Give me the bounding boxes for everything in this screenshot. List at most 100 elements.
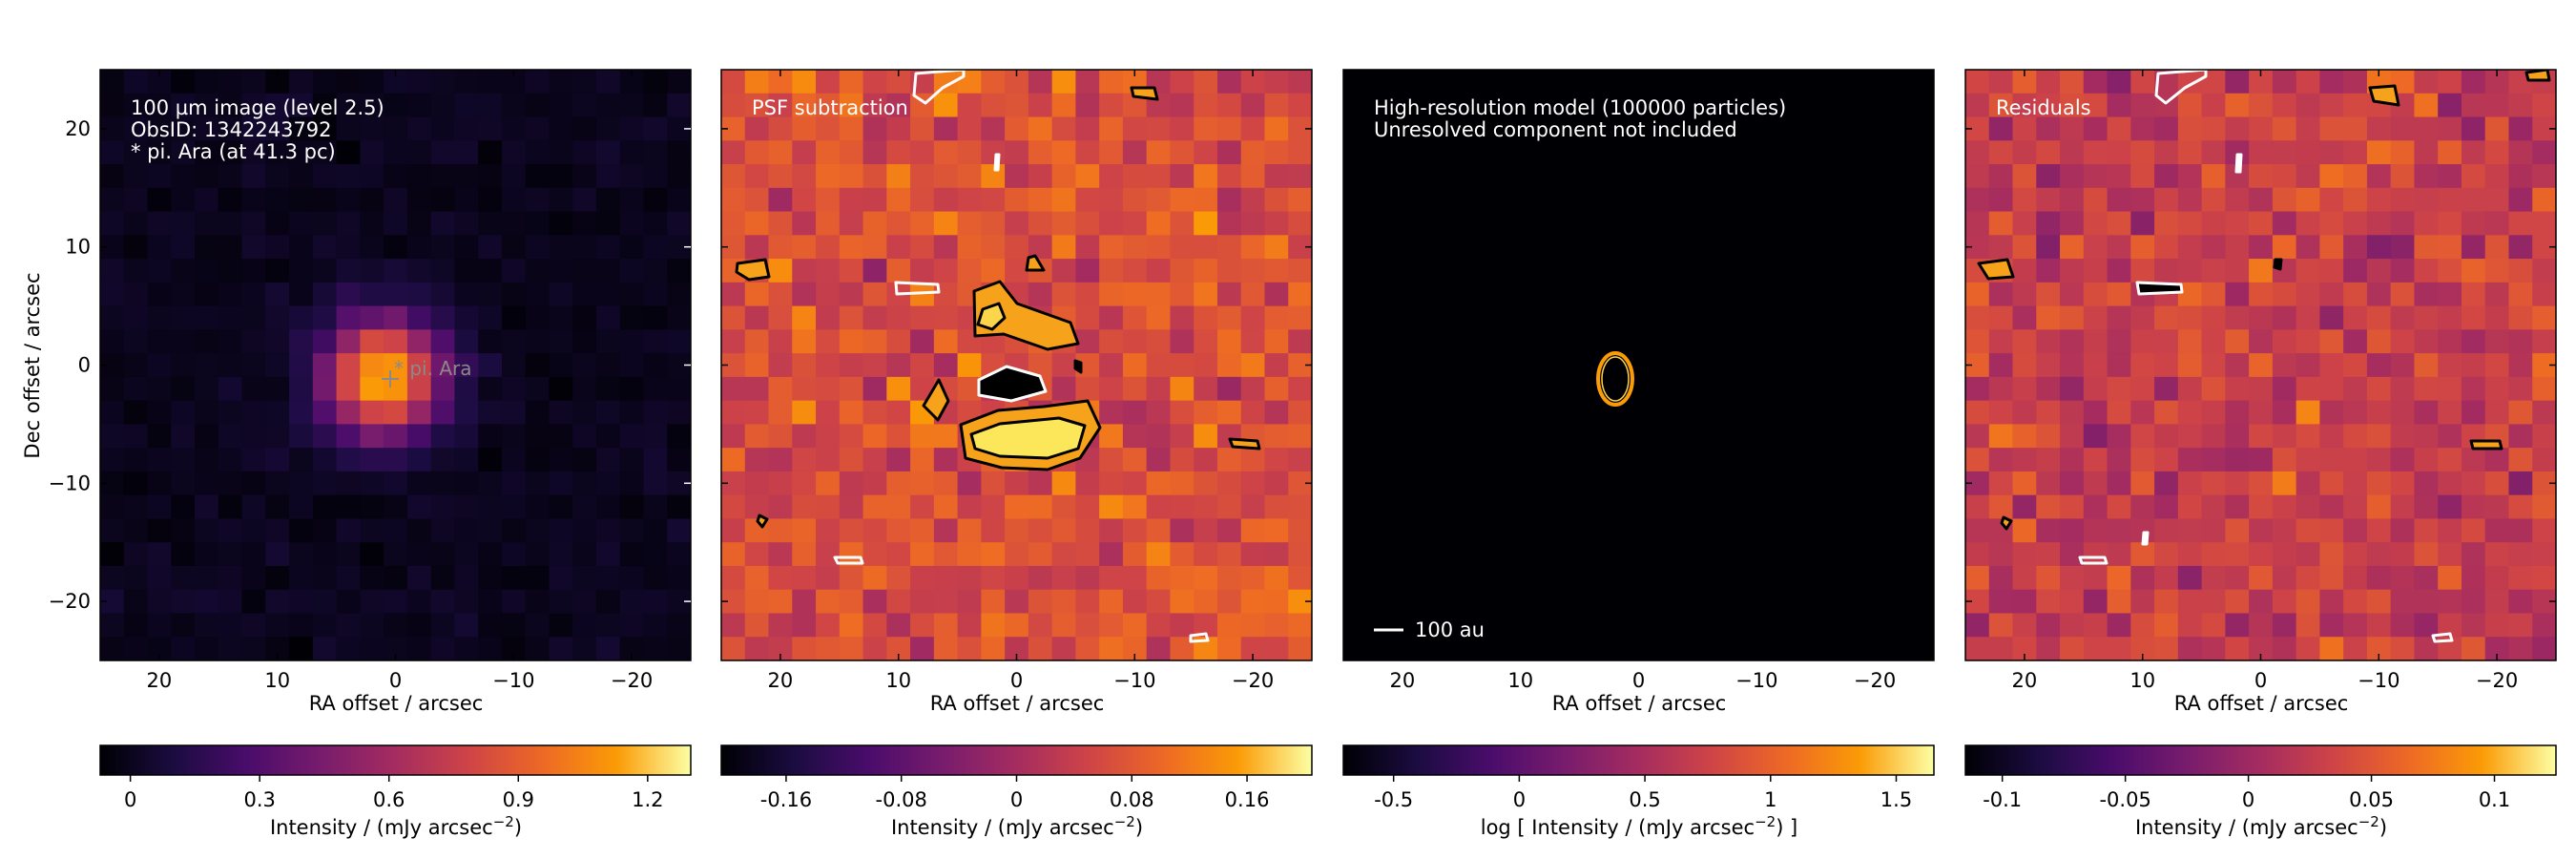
pixel: [2083, 448, 2109, 472]
pixel: [2438, 211, 2462, 236]
pixel: [933, 259, 959, 283]
pixel: [2154, 235, 2179, 260]
x-axis-label: RA offset / arcsec: [309, 692, 484, 715]
pixel: [336, 424, 361, 449]
pixel: [265, 93, 290, 118]
pixel: [2201, 353, 2226, 378]
pixel: [406, 589, 432, 615]
pixel: [195, 353, 219, 378]
pixel: [1146, 613, 1172, 638]
pixel: [1028, 613, 1053, 638]
pixel: [2036, 376, 2061, 402]
pixel: [957, 70, 982, 94]
pixel: [549, 424, 573, 449]
pixel: [430, 305, 455, 330]
pixel: [384, 164, 408, 189]
annotation-observation: 100 µm image (level 2.5) ObsID: 13422437…: [131, 96, 384, 163]
pixel: [1005, 235, 1029, 260]
pixel: [2130, 376, 2155, 402]
pixel: [643, 471, 668, 496]
pixel: [123, 235, 149, 260]
pixel: [2201, 565, 2226, 591]
pixel: [2319, 518, 2344, 543]
pixel: [2272, 164, 2297, 189]
pixel: [312, 70, 338, 94]
x-tick-label: 20: [147, 669, 173, 692]
pixel: [2060, 376, 2085, 402]
pixel: [336, 542, 361, 567]
pixel: [2366, 494, 2392, 520]
pixel: [572, 140, 597, 165]
pixel: [816, 329, 841, 354]
pixel: [147, 448, 172, 472]
pixel: [2177, 471, 2203, 496]
pixel: [981, 565, 1006, 591]
pixel: [886, 424, 911, 449]
pixel: [744, 93, 770, 118]
pixel: [195, 235, 219, 260]
pixel: [2012, 518, 2037, 543]
negative-contour: [2234, 153, 2243, 174]
pixel: [1122, 613, 1148, 638]
pixel: [2130, 353, 2155, 378]
pixel: [862, 93, 887, 118]
pixel: [839, 471, 864, 496]
pixel: [2130, 259, 2155, 283]
pixel: [384, 353, 408, 378]
pixel: [768, 471, 793, 496]
pixel: [2484, 565, 2510, 591]
pixel: [1288, 140, 1312, 165]
pixel: [2177, 494, 2203, 520]
pixel: [1075, 164, 1100, 189]
pixel: [2201, 471, 2226, 496]
pixel: [572, 518, 597, 543]
pixel: [2249, 471, 2274, 496]
pixel: [572, 424, 597, 449]
pixel: [454, 305, 479, 330]
pixel: [744, 211, 770, 236]
pixel: [2366, 211, 2392, 236]
pixel: [816, 494, 841, 520]
pixel: [241, 116, 266, 141]
pixel: [2177, 542, 2203, 567]
pixel: [1146, 424, 1172, 449]
pixel: [2366, 235, 2392, 260]
pixel: [430, 282, 455, 307]
pixel: [957, 259, 982, 283]
pixel: [2012, 589, 2037, 615]
pixel: [312, 93, 338, 118]
pixel: [1988, 211, 2014, 236]
positive-contour: [976, 302, 1007, 331]
pixel: [2343, 353, 2368, 378]
pixel: [1122, 235, 1148, 260]
pixel: [2508, 353, 2533, 378]
pixel: [100, 187, 125, 213]
pixel: [430, 613, 455, 638]
pixel: [501, 542, 527, 567]
pixel: [595, 565, 621, 591]
pixel: [2438, 235, 2462, 260]
pixel: [2060, 140, 2085, 165]
pixel: [265, 589, 290, 615]
annotation-line: * pi. Ara (at 41.3 pc): [131, 140, 336, 163]
pixel: [241, 329, 266, 354]
pixel: [195, 400, 219, 425]
negative-contour: [2154, 70, 2208, 105]
pixel: [2508, 376, 2533, 402]
pixel: [384, 235, 408, 260]
pixel: [430, 637, 455, 660]
pixel: [2532, 187, 2556, 213]
pixel: [2461, 613, 2486, 638]
pixel: [2296, 187, 2320, 213]
pixel: [123, 282, 149, 307]
pixel: [2272, 329, 2297, 354]
model-ring: [1596, 351, 1634, 407]
pixel: [2438, 565, 2462, 591]
pixel: [1051, 565, 1076, 591]
pixel: [2343, 471, 2368, 496]
pixel: [501, 235, 527, 260]
annotation-psf-subtraction: PSF subtraction: [752, 96, 908, 119]
pixel: [454, 589, 479, 615]
pixel: [792, 93, 817, 118]
pixel: [2249, 164, 2274, 189]
